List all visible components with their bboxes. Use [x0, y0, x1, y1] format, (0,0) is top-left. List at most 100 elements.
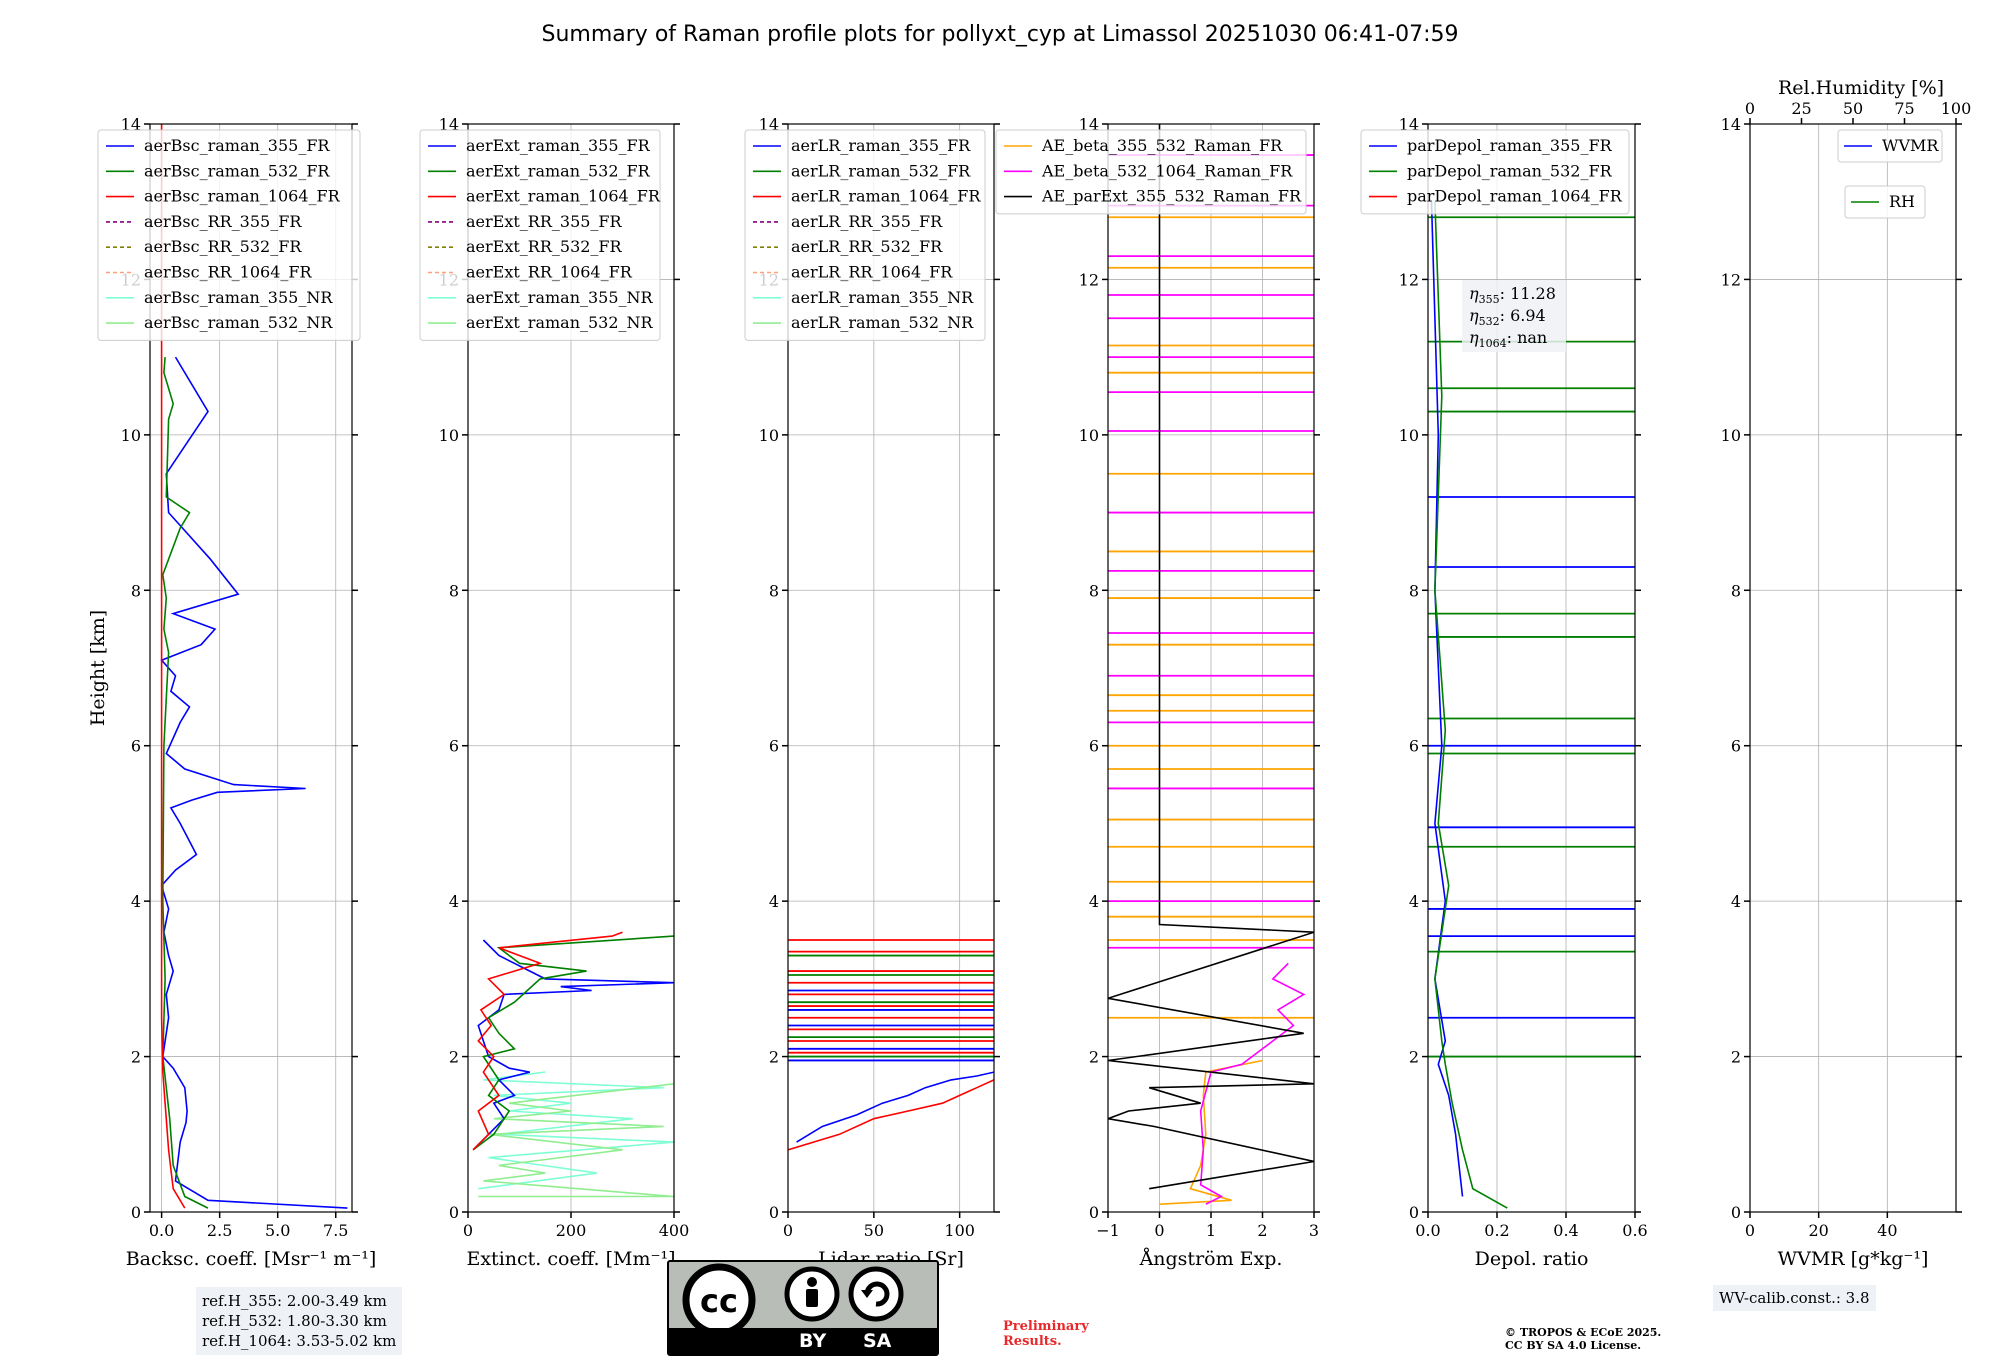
legend-label-aerBsc_raman_355_NR: aerBsc_raman_355_NR — [144, 288, 333, 307]
ytick-label: 4 — [1089, 892, 1099, 911]
preliminary-results-text: Preliminary Results. — [1003, 1319, 1089, 1349]
ytick-label: 6 — [1409, 737, 1419, 756]
ytick-label: 10 — [1721, 426, 1741, 445]
top-xtick-label: 50 — [1843, 99, 1863, 118]
legend-depolarization: parDepol_raman_355_FR parDepol_raman_532_… — [1360, 129, 1630, 215]
ytick-label: 14 — [121, 115, 141, 134]
legend-label-aerExt_RR_532_FR: aerExt_RR_532_FR — [466, 237, 623, 256]
copyright-text: © TROPOS & ECoE 2025. CC BY SA 4.0 Licen… — [1505, 1326, 1662, 1352]
xtick-label: −1 — [1096, 1221, 1120, 1240]
data-lidar_ratio — [788, 939, 994, 1151]
ytick-label: 14 — [439, 115, 459, 134]
legend-label-AE_beta_532_1064_Raman_FR: AE_beta_532_1064_Raman_FR — [1041, 161, 1293, 180]
xtick-label: 0.0 — [1415, 1221, 1440, 1240]
legend-label-aerLR_RR_532_FR: aerLR_RR_532_FR — [791, 237, 943, 256]
xtick-label: 400 — [659, 1221, 690, 1240]
ytick-label: 4 — [449, 892, 459, 911]
yaxis-label: Height [km] — [87, 610, 109, 726]
legend-label-parDepol_raman_1064_FR: parDepol_raman_1064_FR — [1407, 187, 1623, 206]
legend-label-aerLR_raman_532_FR: aerLR_raman_532_FR — [791, 161, 971, 180]
legend-label-aerBsc_raman_532_FR: aerBsc_raman_532_FR — [144, 161, 330, 180]
xaxis-label: Depol. ratio — [1475, 1248, 1589, 1270]
series-line-aerExt_raman_532_NR — [478, 1083, 674, 1198]
legend-label-aerExt_raman_532_FR: aerExt_raman_532_FR — [466, 161, 651, 180]
xtick-label: 50 — [864, 1221, 884, 1240]
series-line-aerBsc_raman_355_FR — [160, 356, 348, 1209]
ytick-label: 8 — [1731, 581, 1741, 600]
legend-lidar_ratio: aerLR_raman_355_FR aerLR_raman_532_FR aerL… — [744, 129, 986, 341]
ref-height-355: ref.H_355: 2.00-3.49 km — [202, 1292, 387, 1310]
data-depolarization — [1428, 201, 1635, 1209]
legend-label-AE_parExt_355_532_Raman_FR: AE_parExt_355_532_Raman_FR — [1041, 187, 1302, 206]
legend-label-parDepol_raman_532_FR: parDepol_raman_532_FR — [1407, 161, 1613, 180]
svg-text:cc: cc — [700, 1282, 738, 1320]
xaxis-label: Backsc. coeff. [Msr⁻¹ m⁻¹] — [126, 1248, 377, 1270]
data-extinction — [472, 931, 674, 1198]
ytick-label: 8 — [131, 581, 141, 600]
top-xtick-label: 100 — [1941, 99, 1972, 118]
legend-label-aerExt_raman_1064_FR: aerExt_raman_1064_FR — [466, 187, 661, 206]
legend-box — [744, 129, 986, 341]
eta-label-2: η1064: nan — [1469, 328, 1547, 350]
ytick-label: 6 — [769, 737, 779, 756]
legend-label-aerBsc_RR_355_FR: aerBsc_RR_355_FR — [144, 212, 302, 231]
ytick-label: 4 — [131, 892, 141, 911]
xtick-label: 2 — [1257, 1221, 1267, 1240]
xtick-label: 7.5 — [323, 1221, 348, 1240]
ref-height-1064: ref.H_1064: 3.53-5.02 km — [202, 1332, 397, 1350]
legend-box — [1837, 129, 1943, 163]
ytick-label: 4 — [1409, 892, 1419, 911]
legend-label-aerExt_raman_532_NR: aerExt_raman_532_NR — [466, 313, 654, 332]
panel-depolarization: 0 2 4 6 8 10 12 14 0.0 0.2 0.4 0.6 Depol. ratio parDe… — [1360, 115, 1648, 1270]
ytick-label: 10 — [439, 426, 459, 445]
legend-label-AE_beta_355_532_Raman_FR: AE_beta_355_532_Raman_FR — [1041, 136, 1283, 155]
ytick-label: 0 — [131, 1203, 141, 1222]
legend-label-aerBsc_RR_532_FR: aerBsc_RR_532_FR — [144, 237, 302, 256]
legend-box — [1844, 185, 1926, 219]
legend-label-aerExt_raman_355_FR: aerExt_raman_355_FR — [466, 136, 651, 155]
axes-frame — [1427, 123, 1636, 1213]
legend-label-aerLR_raman_355_FR: aerLR_raman_355_FR — [791, 136, 971, 155]
xtick-label: 0.4 — [1553, 1221, 1578, 1240]
xtick-label: 0.6 — [1622, 1221, 1647, 1240]
ytick-label: 0 — [1731, 1203, 1741, 1222]
panel-lidar_ratio: 02468101214050100Lidar ratio [Sr]aerLR_r… — [744, 115, 1000, 1270]
ytick-label: 0 — [1089, 1203, 1099, 1222]
cc-logo-icon: cc — [682, 1263, 904, 1328]
ytick-label: 8 — [1409, 581, 1419, 600]
legend-label-aerLR_raman_532_NR: aerLR_raman_532_NR — [791, 313, 974, 332]
ytick-label: 10 — [1079, 426, 1099, 445]
ytick-label: 6 — [1089, 737, 1099, 756]
series-line-AE_beta_532_1064_Raman_FR — [1199, 962, 1306, 1205]
legend-label: WVMR — [1882, 136, 1939, 155]
xtick-label: 0 — [783, 1221, 793, 1240]
xtick-label: 0.2 — [1484, 1221, 1509, 1240]
ref-height-532: ref.H_532: 1.80-3.30 km — [202, 1312, 387, 1330]
xaxis-label: Ångström Exp. — [1139, 1248, 1283, 1270]
legend-label-aerLR_raman_355_NR: aerLR_raman_355_NR — [791, 288, 974, 307]
legend-label: RH — [1889, 192, 1915, 211]
ytick-label: 2 — [131, 1048, 141, 1067]
series-line-AE_parExt_355_532_Raman_FR — [1108, 124, 1314, 1190]
xtick-label: 5.0 — [265, 1221, 290, 1240]
ytick-label: 2 — [449, 1048, 459, 1067]
ytick-label: 4 — [769, 892, 779, 911]
cc-sa-label: SA — [863, 1330, 892, 1352]
legend-label-aerBsc_raman_355_FR: aerBsc_raman_355_FR — [144, 136, 330, 155]
top-xtick-label: 25 — [1791, 99, 1811, 118]
legend-label-aerLR_RR_355_FR: aerLR_RR_355_FR — [791, 212, 943, 231]
ytick-label: 12 — [1079, 270, 1099, 289]
cc-license-badge: cc BY SA — [667, 1260, 939, 1356]
xaxis-label: WVMR [g*kg⁻¹] — [1778, 1248, 1929, 1270]
legend-box — [995, 129, 1307, 215]
series-line-aerLR_raman_355_FR — [796, 1071, 994, 1143]
ytick-label: 6 — [449, 737, 459, 756]
ytick-label: 8 — [769, 581, 779, 600]
ytick-label: 14 — [759, 115, 779, 134]
xtick-label: 0 — [463, 1221, 473, 1240]
series-line-parDepol_raman_532_FR — [1434, 201, 1508, 1209]
legend-label-aerLR_raman_1064_FR: aerLR_raman_1064_FR — [791, 187, 981, 206]
